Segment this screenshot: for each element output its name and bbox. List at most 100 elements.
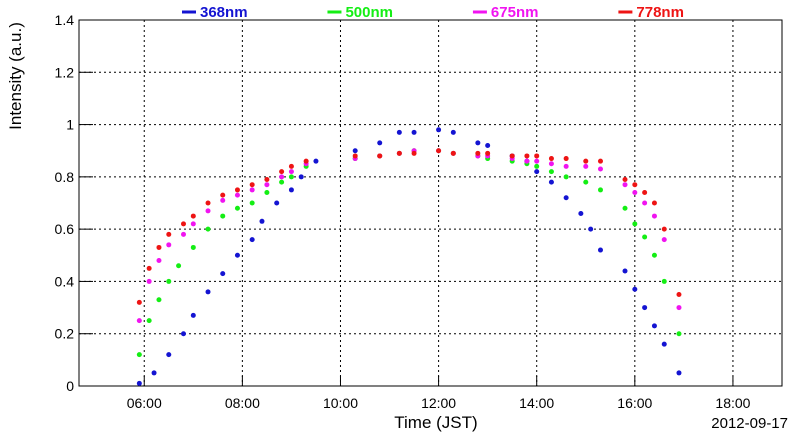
data-point [534, 153, 540, 159]
data-point [249, 182, 255, 188]
x-tick-label: 18:00 [715, 395, 750, 411]
data-point [534, 158, 540, 164]
data-point [622, 205, 628, 211]
data-point [597, 166, 603, 172]
data-point [411, 129, 417, 135]
data-point [220, 213, 226, 219]
data-point [151, 370, 157, 376]
data-point [264, 176, 270, 182]
legend-label: 368nm [200, 4, 248, 21]
x-tick-label: 08:00 [225, 395, 260, 411]
data-point [563, 163, 569, 169]
data-point [298, 174, 304, 180]
data-point [436, 148, 442, 154]
data-point [190, 244, 196, 250]
axis-ticks: 06:00 08:00 10:00 12:00 14:00 16:00 18:00 0 0.2 0… [55, 12, 751, 411]
data-point [146, 265, 152, 271]
data-point [651, 252, 657, 258]
data-point [303, 158, 309, 164]
data-point [485, 142, 491, 148]
data-point [676, 331, 682, 337]
data-point [176, 263, 182, 269]
data-point [205, 226, 211, 232]
y-tick-label: 0.6 [55, 221, 75, 237]
x-tick-label: 12:00 [421, 395, 456, 411]
data-point [166, 242, 172, 248]
y-tick-label: 0.2 [55, 326, 75, 342]
data-point [524, 158, 530, 164]
legend-label: 675nm [491, 4, 539, 21]
data-point [524, 153, 530, 159]
data-point [190, 312, 196, 318]
data-point [642, 305, 648, 311]
data-point [588, 226, 594, 232]
data-point [632, 221, 638, 227]
data-point [288, 163, 294, 169]
data-point [661, 237, 667, 243]
data-point [534, 163, 540, 169]
data-point [661, 226, 667, 232]
x-tick-label: 14:00 [519, 395, 554, 411]
data-point [249, 237, 255, 243]
data-point [234, 205, 240, 211]
data-point [156, 258, 162, 264]
data-point [136, 352, 142, 358]
data-point [288, 174, 294, 180]
data-point [548, 161, 554, 167]
data-point [622, 176, 628, 182]
data-point [249, 187, 255, 193]
data-point [136, 318, 142, 324]
data-point [396, 129, 402, 135]
data-point [548, 179, 554, 185]
data-point [583, 163, 589, 169]
data-point [136, 299, 142, 305]
data-point [509, 153, 515, 159]
plot-frame [78, 19, 783, 387]
data-point [288, 169, 294, 175]
data-point [136, 380, 142, 386]
data-point [676, 305, 682, 311]
data-point [583, 179, 589, 185]
data-point [166, 352, 172, 358]
data-point [651, 323, 657, 329]
data-point [651, 213, 657, 219]
data-point [661, 341, 667, 347]
data-point [220, 192, 226, 198]
y-axis-title: Intensity (a.u.) [6, 22, 25, 130]
y-tick-label: 0.4 [55, 273, 75, 289]
data-point [475, 140, 481, 146]
data-point [190, 221, 196, 227]
data-point [475, 150, 481, 156]
data-point [220, 271, 226, 277]
data-point [146, 278, 152, 284]
data-point [642, 200, 648, 206]
data-point [146, 318, 152, 324]
data-point [396, 150, 402, 156]
y-tick-label: 0.8 [55, 169, 75, 185]
data-point [166, 231, 172, 237]
date-label: 2012-09-17 [711, 415, 788, 432]
data-point [180, 231, 186, 237]
data-point [597, 187, 603, 193]
data-point [597, 158, 603, 164]
data-point [156, 244, 162, 250]
grid-lines [79, 20, 782, 386]
data-point [205, 200, 211, 206]
data-point [548, 169, 554, 175]
data-point [279, 174, 285, 180]
y-tick-label: 1 [66, 117, 74, 133]
data-point [279, 169, 285, 175]
data-point [352, 153, 358, 159]
data-point [220, 197, 226, 203]
data-point [534, 169, 540, 175]
data-point [234, 252, 240, 258]
data-point [234, 192, 240, 198]
data-point [377, 153, 383, 159]
data-point [436, 127, 442, 133]
data-point [651, 200, 657, 206]
y-tick-label: 1.4 [55, 12, 75, 28]
data-point [259, 218, 265, 224]
data-point [622, 268, 628, 274]
data-point [249, 200, 255, 206]
y-tick-label: 0 [66, 378, 74, 394]
